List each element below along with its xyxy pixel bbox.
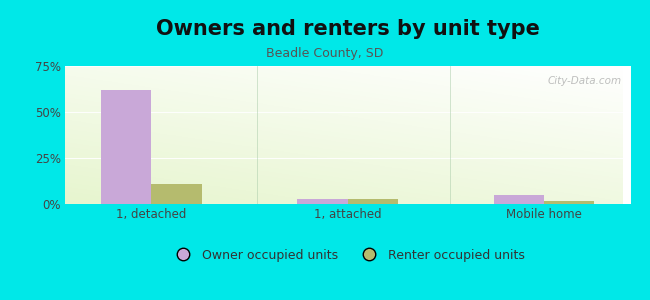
Legend: Owner occupied units, Renter occupied units: Owner occupied units, Renter occupied un… — [166, 244, 530, 267]
Bar — [298, 200, 348, 204]
Title: Owners and renters by unit type: Owners and renters by unit type — [156, 20, 540, 39]
Bar — [151, 184, 202, 204]
Text: Beadle County, SD: Beadle County, SD — [266, 46, 384, 59]
Bar — [544, 201, 594, 204]
Bar — [101, 90, 151, 204]
Bar — [494, 195, 544, 204]
Text: City-Data.com: City-Data.com — [548, 76, 622, 86]
Bar — [348, 200, 398, 204]
